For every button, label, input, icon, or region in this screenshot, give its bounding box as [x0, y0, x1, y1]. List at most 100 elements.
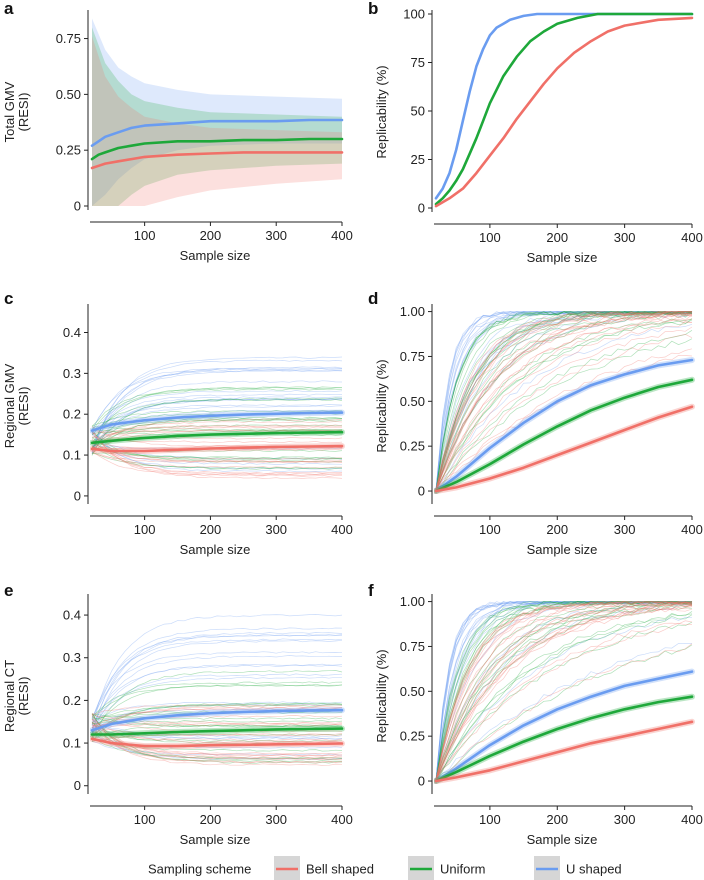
panel-letter-b: b [368, 0, 378, 18]
panel-letter-d: d [368, 289, 378, 308]
background-line [435, 311, 692, 492]
background-line [435, 601, 693, 782]
background-line [435, 311, 693, 491]
background-line [91, 702, 343, 742]
background-line [435, 601, 692, 782]
background-line [91, 399, 343, 436]
background-line [91, 655, 343, 731]
x-axis-title: Sample size [180, 832, 251, 847]
background-line [91, 708, 343, 727]
background-line [91, 418, 342, 439]
y-tick-label: 0.2 [63, 693, 81, 708]
y-tick-label: 1.00 [400, 594, 425, 609]
panel-d: d 0 0.25 0.50 0.75 1.00 100 200 300 400 Sample siz… [368, 289, 703, 557]
background-line [435, 311, 693, 490]
background-line [91, 720, 343, 724]
background-line [435, 311, 692, 492]
x-tick-label: 200 [546, 812, 568, 827]
background-line [435, 601, 693, 781]
background-line [435, 601, 693, 781]
background-line [91, 425, 343, 435]
background-line [435, 319, 693, 492]
background-line [91, 724, 343, 741]
background-line [91, 424, 343, 444]
background-line [91, 739, 343, 752]
background-line [435, 601, 693, 782]
background-line [435, 601, 693, 780]
background-line [91, 731, 343, 741]
background-line [91, 421, 343, 447]
background-line [435, 605, 693, 779]
background-line [91, 432, 343, 470]
background-line [435, 613, 693, 782]
background-line [435, 622, 693, 781]
background-line [435, 311, 693, 490]
background-line [435, 601, 693, 782]
background-line [91, 705, 343, 737]
background-line [435, 320, 693, 492]
series-line-uniform [90, 727, 344, 736]
background-line [91, 733, 343, 743]
background-line [91, 721, 342, 763]
background-line [435, 311, 692, 491]
background-line [435, 312, 693, 490]
y-tick-label: 0.3 [63, 650, 81, 665]
band-uniform [92, 27, 342, 207]
background-line [91, 452, 343, 470]
background-line [435, 601, 693, 782]
background-line [435, 313, 693, 492]
y-tick-label: 0.4 [63, 608, 81, 623]
background-line [435, 601, 693, 782]
background-line [435, 601, 692, 780]
y-axis-title-2: (RESI) [16, 677, 31, 716]
background-line [435, 603, 693, 782]
background-line [91, 736, 342, 759]
background-line [435, 601, 693, 782]
series-line-bell-shaped [434, 16, 694, 208]
background-line [435, 644, 693, 782]
background-line [91, 701, 343, 723]
y-axis-title-2: (RESI) [16, 387, 31, 426]
background-line [91, 452, 343, 463]
y-axis-title: Regional GMV [2, 363, 17, 448]
background-line [91, 429, 343, 440]
background-line [91, 722, 343, 726]
y-tick-label: 0 [74, 488, 81, 503]
background-line [435, 606, 693, 782]
background-line [435, 604, 693, 781]
series-line-bell-shaped [434, 720, 694, 783]
background-line [435, 311, 693, 492]
background-line [91, 429, 343, 435]
background-line [435, 601, 693, 782]
background-line [435, 601, 693, 779]
background-line [91, 627, 343, 726]
background-line [435, 603, 693, 781]
background-line [91, 684, 343, 720]
background-line [435, 312, 693, 491]
background-line [91, 723, 343, 728]
background-line [435, 601, 693, 782]
background-line [435, 601, 692, 782]
background-line [91, 446, 343, 459]
background-line [91, 446, 343, 463]
background-line [435, 330, 693, 492]
background-line [435, 311, 693, 492]
background-line [435, 338, 693, 490]
background-line [91, 380, 343, 450]
x-tick-label: 200 [546, 230, 568, 245]
background-line [91, 651, 343, 718]
series-line-uniform [434, 12, 694, 206]
background-line [91, 417, 343, 455]
background-line [91, 450, 342, 469]
y-axis-title-2: (RESI) [16, 93, 31, 132]
background-line [91, 703, 343, 733]
y-tick-label: 50 [411, 104, 425, 119]
x-axis-title: Sample size [527, 542, 598, 557]
background-line [91, 426, 343, 450]
background-line [435, 601, 693, 782]
background-line [435, 601, 693, 782]
background-line [91, 741, 343, 756]
background-line [435, 311, 692, 490]
x-tick-label: 400 [681, 230, 703, 245]
background-line [91, 719, 343, 759]
